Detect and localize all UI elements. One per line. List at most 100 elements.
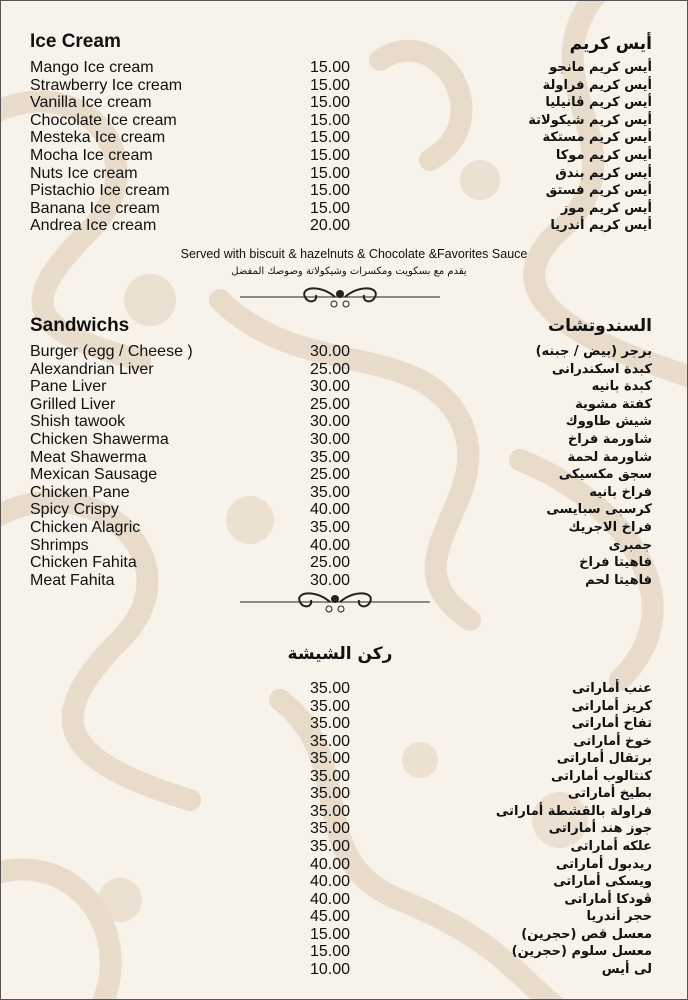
sandwiches-title: Sandwichs (30, 315, 130, 336)
item-name-arabic: لى أيس (601, 961, 652, 977)
item-name: Chicken Shawerma (30, 431, 169, 448)
menu-item: Andrea Ice cream 20.00 أيس كريم أندريا (0, 217, 688, 235)
menu-item: Grilled Liver 25.00 كفتة مشوية (0, 396, 688, 414)
menu-item: Chicken Alagric 35.00 فراخ الاجريك (0, 519, 688, 537)
item-name: Mexican Sausage (30, 466, 158, 484)
item-name: Andrea Ice cream (30, 217, 157, 235)
item-name-arabic: كبدة اسكندرانى (551, 361, 652, 377)
menu-item: Strawberry Ice cream 15.00 أيس كريم فراولة (0, 77, 688, 95)
item-name-arabic: جوز هند أماراتى (548, 821, 652, 837)
item-name-arabic: برجر (بيض / جبنه) (535, 344, 652, 359)
item-price: 35.00 (310, 767, 351, 785)
item-name-arabic: فراخ الاجريك (568, 520, 652, 535)
item-price: 35.00 (310, 750, 351, 768)
menu-item: 45.00 حجر أندريا (0, 908, 688, 926)
item-name-arabic: معسل قص (حجرين) (521, 926, 652, 942)
item-name-arabic: سجق مكسيكى (558, 467, 652, 483)
item-name-arabic: ڤودكا أماراتى (564, 891, 652, 907)
menu-item: 35.00 تفاح أماراتى (0, 715, 688, 733)
item-name: Chocolate Ice cream (30, 111, 177, 129)
menu-item: 35.00 كريز أماراتى (0, 698, 688, 716)
item-name-arabic: أيس كريم مستكة (542, 130, 652, 146)
item-name-arabic: أيس كريم فستق (545, 183, 652, 199)
item-price: 15.00 (310, 129, 351, 147)
item-name-arabic: معسل سلوم (حجرين) (511, 944, 652, 960)
item-name: Mocha Ice cream (30, 147, 153, 164)
item-price: 15.00 (310, 111, 351, 129)
item-name: Spicy Crispy (30, 501, 119, 519)
item-name-arabic: أيس كريم فراولة (542, 77, 652, 93)
item-price: 40.00 (310, 890, 351, 908)
item-name-arabic: أيس كريم ڤانيليا (545, 95, 652, 111)
item-price: 30.00 (310, 571, 351, 589)
item-name-arabic: أيس كريم بندق (555, 165, 652, 181)
item-name: Strawberry Ice cream (30, 76, 183, 94)
item-price: 15.00 (310, 164, 351, 182)
menu-item: Mexican Sausage 25.00 سجق مكسيكى (0, 466, 688, 484)
menu-item: 35.00 جوز هند أماراتى (0, 820, 688, 838)
item-name-arabic: حجر أندريا (586, 909, 652, 925)
ornament-divider (240, 287, 440, 308)
item-price: 25.00 (310, 395, 351, 413)
item-price: 35.00 (310, 802, 351, 820)
item-name-arabic: شاورمة لحمة (567, 449, 652, 465)
menu-item: 40.00 ريدبول أماراتى (0, 856, 688, 874)
menu-item: 15.00 معسل قص (حجرين) (0, 926, 688, 944)
item-name-arabic: أيس كريم موز (560, 200, 652, 216)
sandwiches-title-arabic: السندوتشات (548, 316, 652, 336)
menu-item: 35.00 عنب أماراتى (0, 680, 688, 698)
item-name-arabic: برتقال أماراتى (556, 751, 652, 767)
menu-item: Chicken Pane 35.00 فراخ بانيه (0, 484, 688, 502)
item-name-arabic: علكه أماراتى (570, 838, 652, 854)
item-name: Pane Liver (30, 378, 107, 396)
menu-item: 35.00 برتقال أماراتى (0, 750, 688, 768)
item-name: Meat Fahita (30, 571, 115, 589)
item-price: 40.00 (310, 501, 351, 519)
item-name-arabic: شاورمة فراخ (567, 432, 652, 447)
item-price: 15.00 (310, 94, 351, 112)
item-name: Burger (egg / Cheese ) (30, 343, 193, 360)
item-name-arabic: كبدة بانيه (591, 379, 652, 395)
item-price: 30.00 (310, 343, 351, 360)
item-name: Pistachio Ice cream (30, 182, 170, 200)
item-price: 15.00 (310, 199, 351, 217)
item-price: 40.00 (310, 536, 351, 554)
item-name-arabic: أيس كريم أندريا (550, 218, 652, 234)
item-name: Shrimps (30, 536, 89, 554)
item-name-arabic: فاهيتا فراخ (579, 555, 652, 571)
menu-item: Meat Shawerma 35.00 شاورمة لحمة (0, 449, 688, 467)
item-price: 35.00 (310, 837, 351, 855)
item-name: Mesteka Ice cream (30, 129, 166, 147)
item-name-arabic: تفاح أماراتى (571, 716, 652, 732)
item-price: 40.00 (310, 855, 351, 873)
menu-item: Nuts Ice cream 15.00 أيس كريم بندق (0, 165, 688, 183)
menu-item: Mesteka Ice cream 15.00 أيس كريم مستكة (0, 129, 688, 147)
item-name-arabic: كريز أماراتى (571, 698, 652, 714)
item-price: 35.00 (310, 519, 351, 536)
ice-cream-note: Served with biscuit & hazelnuts & Chocol… (180, 247, 528, 261)
item-name: Chicken Fahita (30, 554, 137, 572)
item-price: 35.00 (310, 448, 351, 466)
item-name: Chicken Pane (30, 483, 130, 501)
item-price: 35.00 (310, 732, 351, 750)
menu-item: Mocha Ice cream 15.00 أيس كريم موكا (0, 147, 688, 165)
item-name-arabic: فراولة بالقشطة أماراتى (495, 803, 652, 819)
menu-item: Chicken Fahita 25.00 فاهيتا فراخ (0, 554, 688, 572)
item-name: Vanilla Ice cream (30, 94, 152, 112)
menu-item: Mango Ice cream 15.00 أيس كريم مانجو (0, 59, 688, 77)
item-name-arabic: أيس كريم شيكولاتة (528, 112, 652, 128)
ice-cream-title: Ice Cream (30, 31, 121, 52)
item-price: 15.00 (310, 76, 351, 94)
item-name: Grilled Liver (30, 395, 116, 413)
item-name-arabic: فراخ بانيه (589, 484, 652, 500)
menu-item: 40.00 ويسكى أماراتى (0, 873, 688, 891)
item-price: 35.00 (310, 680, 351, 697)
ice-cream-note-arabic: يقدم مع بسكويت ومكسرات وشيكولاتة وصوصك ا… (231, 266, 467, 277)
item-name-arabic: ويسكى أماراتى (553, 874, 652, 890)
item-price: 25.00 (310, 360, 351, 378)
menu-item: Shrimps 40.00 جمبرى (0, 537, 688, 555)
item-name-arabic: أيس كريم موكا (555, 148, 652, 163)
item-name-arabic: أيس كريم مانجو (549, 60, 652, 75)
item-price: 15.00 (310, 943, 351, 961)
item-name-arabic: بطيخ أماراتى (567, 786, 652, 802)
